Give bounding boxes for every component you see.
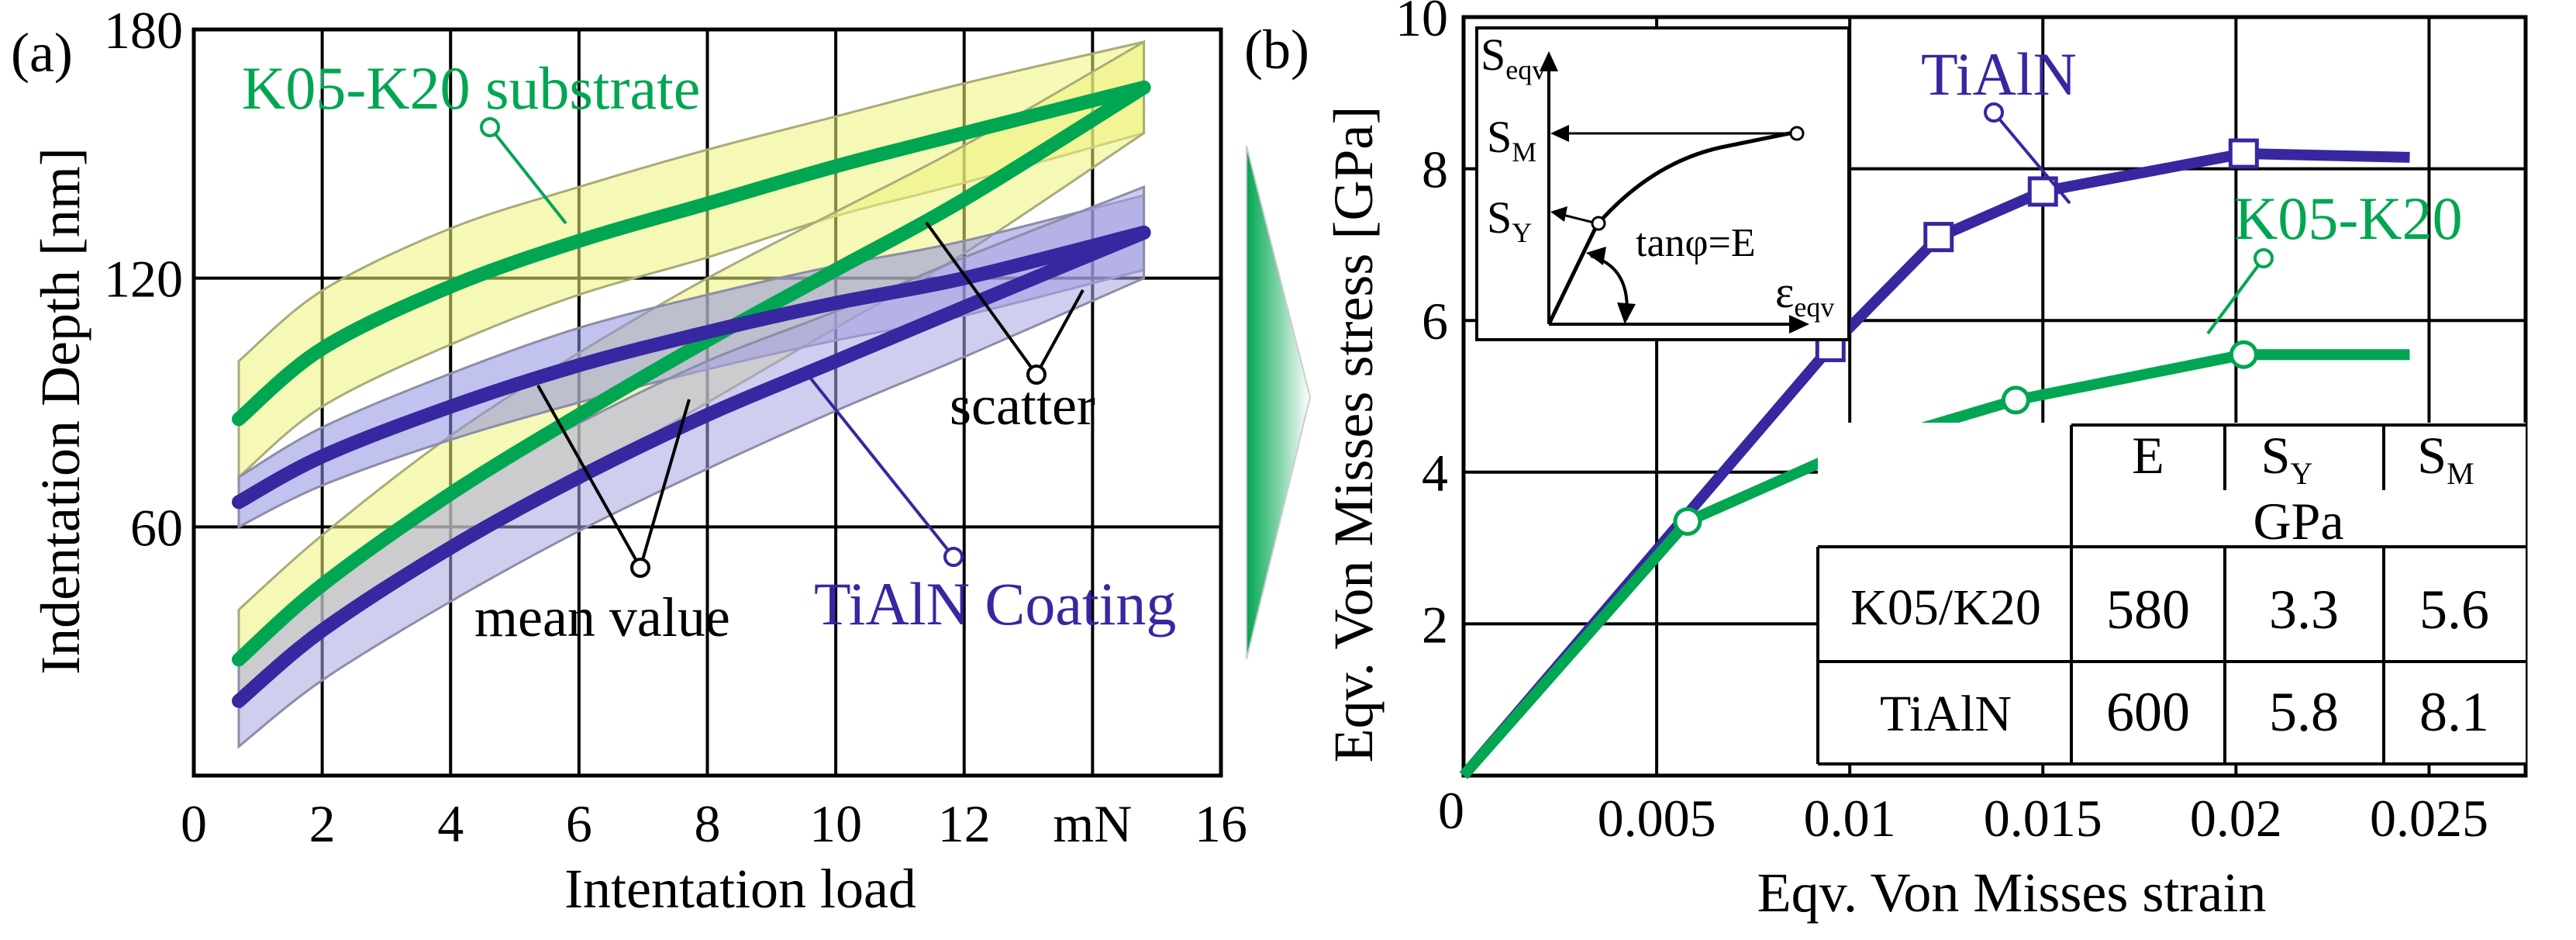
panel-a: 0 2 4 6 8 10 12 mN 16 60 120 180 Intentation load I… (11, 1, 1247, 920)
panel-b-x-tick: 0.015 (1984, 789, 2102, 848)
mean-value-line (232, 225, 1151, 510)
panel-a-x-tick: 6 (566, 794, 592, 853)
panel-b-x-tick: 0.02 (2190, 789, 2282, 848)
coating-leader-line (809, 376, 955, 558)
panel-a-x-tick: 12 (938, 794, 991, 853)
inset-sm-arrowhead (1550, 125, 1569, 142)
table-rules (1816, 423, 2526, 765)
inset-sy-arrowhead (1550, 206, 1567, 222)
panel-a-mean-lines (232, 80, 1151, 708)
panel-a-x-tick: 4 (437, 794, 464, 853)
curve-tialn (1459, 148, 2410, 779)
mean-value-line (232, 80, 1151, 667)
panel-a-x-tick: 0 (181, 794, 207, 853)
inset-x-arrowhead (1789, 315, 1809, 333)
panel-b-y-tick: 8 (1422, 140, 1448, 199)
table-header-e: E (2132, 426, 2164, 485)
inset-s-eqv-label: Seqv (1481, 29, 1546, 85)
scatter-annotation: scatter (950, 375, 1095, 437)
panel-a-tick-labels: 0 2 4 6 8 10 12 mN 16 60 120 180 (104, 1, 1247, 853)
k05-marker (2001, 385, 2030, 415)
panel-b-y-tick: 2 (1422, 595, 1448, 654)
panel-a-frame (191, 27, 1223, 778)
tialn-marker (2228, 138, 2259, 169)
panel-b-y-tick: 4 (1422, 444, 1448, 503)
inset-frame (1475, 26, 1850, 341)
panel-a-x-tick: mN (1053, 794, 1132, 853)
panel-b-label: (b) (1244, 19, 1309, 81)
mean-value-annotation: mean value (474, 586, 730, 648)
table-row-tialn-name: TiAlN (1880, 686, 2012, 742)
panel-a-x-tick: 8 (695, 794, 721, 853)
substrate-leader-dot (480, 117, 500, 137)
mean-value-line (232, 225, 1151, 708)
inset-sm-label: SM (1487, 112, 1536, 168)
inset-angle-arrowhead (1617, 302, 1636, 324)
table-row-tialn-sy: 5.8 (2269, 681, 2339, 743)
table-background (1818, 423, 2526, 764)
panel-b-x-tick: 0 (1438, 781, 1464, 840)
table-row-tialn-sm: 8.1 (2419, 681, 2489, 743)
panel-b: 0 0.005 0.01 0.015 0.02 0.025 2 4 6 8 10 Eqv. Von … (1244, 0, 2528, 924)
panel-b-y-tick: 10 (1395, 0, 1448, 47)
inset-sy-arrow-line (1559, 213, 1598, 225)
panel-a-x-tick: 2 (309, 794, 336, 853)
inset-angle-arrowhead-top (1586, 247, 1606, 265)
table-header-sy: SY (2261, 426, 2313, 491)
inset-tan-label: tanφ=E (1636, 221, 1756, 265)
table-unit: GPa (2253, 492, 2343, 551)
table-row-tialn-e: 600 (2106, 681, 2190, 743)
panel-b-x-tick: 0.01 (1804, 789, 1896, 848)
mean-value-line (232, 80, 1151, 427)
inset-sy-label: SY (1487, 192, 1532, 248)
tialn-marker (1923, 222, 1954, 253)
k05-curve-label: K05-K20 (2234, 185, 2463, 252)
table-row-k05-sm: 5.6 (2419, 579, 2489, 641)
mean-value-leader-dot (630, 558, 650, 578)
substrate-annotation: K05-K20 substrate (242, 54, 700, 122)
panel-b-tick-labels: 0 0.005 0.01 0.015 0.02 0.025 2 4 6 8 10 (1395, 0, 2488, 848)
inset-y-arrowhead (1540, 51, 1558, 71)
inset-eps-label: εeqv (1775, 267, 1834, 323)
material-table: E SY SM GPa K05/K20 580 3.3 5.6 TiAlN 60… (1816, 423, 2526, 765)
tialn-leader-dot (1984, 102, 2004, 123)
substrate-leader-line (488, 126, 567, 225)
tialn-curve-label: TiAlN (1921, 40, 2077, 108)
panel-a-y-tick: 180 (104, 1, 183, 60)
panel-b-frame (1461, 15, 2528, 778)
transition-arrow (1246, 145, 1312, 660)
table-row-k05-e: 580 (2106, 579, 2190, 641)
inset-curve (1547, 130, 1798, 326)
panel-b-x-axis-label: Eqv. Von Misses strain (1757, 862, 2267, 924)
panel-a-y-tick: 120 (104, 250, 183, 309)
panel-b-y-tick: 6 (1422, 292, 1448, 351)
stress-strain-inset: Seqv SM SY tanφ=E εeqv (1475, 26, 1850, 341)
tialn-leader-line (1992, 111, 2071, 205)
table-header-sm: SM (2417, 426, 2474, 491)
panel-b-x-tick: 0.005 (1598, 789, 1716, 848)
inset-sm-dot (1789, 126, 1805, 141)
panel-a-x-tick: 10 (809, 794, 862, 853)
scatter-leader-dot (1026, 365, 1047, 385)
panel-a-y-tick: 60 (130, 498, 183, 557)
k05-leader-dot (2254, 248, 2274, 268)
panel-b-y-axis-label: Eqv. Von Misses stress [GPa] (1322, 106, 1385, 763)
inset-sy-dot (1591, 216, 1606, 231)
k05-marker (2229, 340, 2258, 369)
panel-a-x-tick: 16 (1195, 794, 1247, 853)
coating-annotation: TiAlN Coating (814, 570, 1176, 638)
table-row-k05-sy: 3.3 (2269, 579, 2339, 641)
panel-a-label: (a) (11, 22, 73, 84)
table-row-k05-name: K05/K20 (1850, 579, 2041, 636)
coating-leader-dot (943, 547, 964, 567)
k05-marker (1673, 506, 1702, 536)
panel-a-x-axis-label: Intentation load (564, 858, 916, 920)
k05-leader-line (2206, 257, 2265, 335)
panel-b-x-tick: 0.025 (2370, 789, 2488, 848)
panel-a-y-axis-label: Indentation Depth [nm] (29, 147, 91, 675)
